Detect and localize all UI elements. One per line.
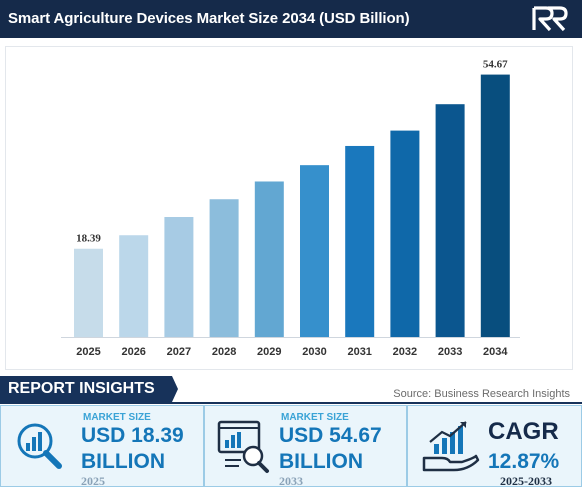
card-value-line1: USD 54.67 bbox=[279, 424, 382, 447]
data-label: 54.67 bbox=[483, 59, 508, 71]
source-note: Source: Business Research Insights bbox=[393, 388, 570, 400]
x-tick-label: 2034 bbox=[483, 346, 508, 358]
card-year: 2025 bbox=[81, 474, 105, 488]
report-insights-title: REPORT INSIGHTS bbox=[8, 380, 155, 397]
bar-2030 bbox=[300, 165, 329, 337]
card-value-line2: 12.87% bbox=[488, 450, 560, 473]
report-insights-banner: REPORT INSIGHTS bbox=[0, 376, 172, 402]
magnifier-chart-icon bbox=[17, 423, 62, 469]
card-year: 2033 bbox=[279, 474, 303, 488]
x-tick-label: 2033 bbox=[438, 346, 462, 358]
brand-logo-icon bbox=[532, 6, 568, 32]
card-value-line2: BILLION bbox=[81, 450, 165, 473]
bar-2028 bbox=[209, 199, 239, 337]
bar-chart: 2025 18.39 2026 2027 2028 2029 2030 2031 2032 203… bbox=[61, 59, 520, 358]
page-title: Smart Agriculture Devices Market Size 20… bbox=[8, 10, 410, 27]
x-tick-label: 2030 bbox=[302, 346, 326, 358]
data-label: 18.39 bbox=[76, 233, 101, 245]
divider bbox=[0, 402, 582, 404]
bar-2032 bbox=[390, 130, 420, 337]
card-label: MARKET SIZE bbox=[83, 412, 151, 423]
card-value-line1: USD 18.39 bbox=[81, 424, 184, 447]
monitor-magnifier-icon bbox=[217, 420, 269, 473]
bar-2033 bbox=[435, 104, 465, 337]
bar-2027 bbox=[164, 217, 194, 337]
bar-2034 bbox=[480, 74, 510, 338]
bar-2029 bbox=[254, 181, 284, 337]
header: Smart Agriculture Devices Market Size 20… bbox=[0, 0, 582, 38]
chart-frame: 2025 18.39 2026 2027 2028 2029 2030 2031 2032 203… bbox=[5, 46, 573, 370]
card-label: MARKET SIZE bbox=[281, 412, 349, 423]
card-value-line1: CAGR bbox=[488, 418, 559, 445]
x-tick-label: 2032 bbox=[393, 346, 417, 358]
card-year: 2025-2033 bbox=[500, 474, 552, 488]
x-tick-label: 2031 bbox=[347, 346, 371, 358]
x-tick-label: 2028 bbox=[212, 346, 236, 358]
x-tick-label: 2027 bbox=[167, 346, 191, 358]
insight-card-market-size-start: MARKET SIZE USD 18.39 BILLION 2025 bbox=[0, 405, 204, 488]
insight-card-market-size-end: MARKET SIZE USD 54.67 BILLION 2033 bbox=[204, 405, 407, 488]
x-tick-label: 2029 bbox=[257, 346, 281, 358]
x-tick-label: 2026 bbox=[121, 346, 145, 358]
insight-card-cagr: CAGR 12.87% 2025-2033 bbox=[407, 405, 582, 488]
bar-2026 bbox=[119, 235, 149, 337]
x-tick-label: 2025 bbox=[76, 346, 100, 358]
bar-2031 bbox=[345, 145, 375, 337]
bar-2025 bbox=[74, 248, 103, 337]
card-value-line2: BILLION bbox=[279, 450, 363, 473]
insight-cards: MARKET SIZE USD 18.39 BILLION 2025 MARKE… bbox=[0, 405, 582, 488]
hand-growth-chart-icon bbox=[422, 421, 480, 472]
